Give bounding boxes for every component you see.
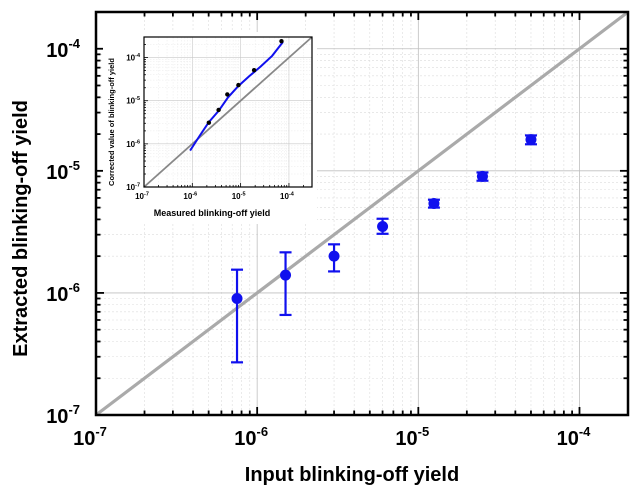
y-axis-title: Extracted blinking-off yield (10, 100, 32, 357)
inset-y-tick-label-2-base: 10 (126, 140, 135, 149)
data-point (280, 269, 292, 281)
x-tick-label-4-base: 10 (557, 428, 579, 450)
inset-y-tick-label-4: 10-4 (126, 53, 141, 63)
inset-x-tick-label-3: 10-5 (232, 191, 246, 201)
inset-reference-line (143, 36, 313, 188)
inset-y-tick-label-3-exponent: -5 (135, 96, 140, 102)
x-tick-label-2-exponent: -6 (257, 424, 269, 439)
y-tick-label-3-base: 10 (46, 162, 68, 184)
x-axis-title: Input blinking-off yield (245, 464, 459, 486)
data-point (231, 293, 243, 305)
inset-data-point (236, 82, 241, 88)
x-tick-label-2: 10-6 (234, 424, 268, 450)
y-tick-label-2: 10-6 (46, 280, 80, 306)
inset-x-tick-label-3-exponent: -5 (241, 191, 246, 197)
inset-x-tick-label-2-base: 10 (183, 192, 192, 201)
inset-x-tick-label-2: 10-6 (183, 191, 197, 201)
data-point-group-2 (279, 251, 292, 317)
inset-x-tick-label-3-base: 10 (232, 192, 241, 201)
inset-x-tick-label-4-base: 10 (280, 192, 289, 201)
inset-x-tick-label-1-exponent: -7 (144, 191, 149, 197)
x-tick-label-4-exponent: -4 (579, 424, 591, 439)
y-tick-label-2-exponent: -6 (68, 280, 80, 295)
data-point-group-5 (427, 198, 440, 210)
y-tick-label-3: 10-5 (46, 158, 80, 184)
inset-x-tick-label-4-exponent: -4 (289, 191, 295, 197)
inset-data-point (251, 67, 257, 73)
inset-data-point (279, 38, 284, 44)
inset-data-point (225, 92, 230, 97)
inset-frame (143, 36, 313, 188)
inset-plot: 10-7 10-6 10-5 10-410-710-610-510-4Measured… (103, 32, 317, 224)
inset-x-tick-label-2-exponent: -6 (192, 191, 197, 197)
inset-y-tick-label-1-exponent: -7 (135, 182, 140, 188)
x-tick-label-3-base: 10 (395, 428, 417, 450)
inset-y-tick-label-2-exponent: -6 (135, 139, 140, 145)
data-point-group-4 (376, 217, 389, 235)
y-tick-label-3-exponent: -5 (68, 158, 80, 173)
inset-y-tick-label-3: 10-5 (126, 96, 140, 106)
x-tick-label-1: 10-7 (73, 424, 107, 450)
data-point (328, 250, 340, 262)
x-tick-label-2-base: 10 (234, 428, 256, 450)
y-tick-label-4-base: 10 (46, 40, 68, 62)
y-tick-label-1-base: 10 (46, 406, 68, 428)
inset-x-tick-label-4: 10-4 (280, 191, 295, 201)
inset-y-tick-label-1: 10-7 (126, 182, 140, 192)
x-tick-label-3-exponent: -5 (418, 424, 430, 439)
inset-y-axis-title: Corrected value of blinking-off yield (107, 58, 116, 186)
data-point-group-3 (328, 243, 341, 273)
inset-data-point (206, 120, 212, 125)
reference-line-y-equals-x (95, 10, 629, 417)
data-point (525, 134, 537, 146)
y-tick-label-2-base: 10 (46, 284, 68, 306)
data-point-group-7 (524, 134, 537, 146)
y-tick-label-4: 10-4 (46, 36, 81, 62)
x-tick-label-1-exponent: -7 (95, 424, 107, 439)
inset-x-axis-title: Measured blinking-off yield (154, 208, 271, 218)
data-point (377, 220, 389, 232)
y-tick-label-4-exponent: -4 (68, 36, 80, 51)
inset-x-tick-label-1: 10-7 (135, 191, 149, 201)
data-point-group-1 (231, 268, 244, 364)
inset-x-tick-label-1-base: 10 (135, 192, 144, 201)
y-tick-label-1: 10-7 (46, 402, 80, 428)
inset-fit-curve (189, 41, 284, 152)
inset-y-tick-label-1-base: 10 (126, 183, 135, 192)
plot-frame (94, 10, 630, 417)
x-tick-label-3: 10-5 (395, 424, 429, 450)
inset-y-tick-label-3-base: 10 (126, 97, 135, 106)
data-point (476, 170, 488, 182)
inset-y-tick-label-4-base: 10 (126, 54, 135, 63)
data-point (428, 198, 440, 210)
x-tick-label-1-base: 10 (73, 428, 95, 450)
inset-data-point (216, 107, 221, 113)
inset-y-tick-label-2: 10-6 (126, 139, 140, 149)
x-tick-label-4: 10-4 (557, 424, 592, 450)
data-point-group-6 (476, 170, 489, 182)
y-tick-label-1-exponent: -7 (68, 402, 80, 417)
inset-y-tick-label-4-exponent: -4 (135, 53, 141, 59)
